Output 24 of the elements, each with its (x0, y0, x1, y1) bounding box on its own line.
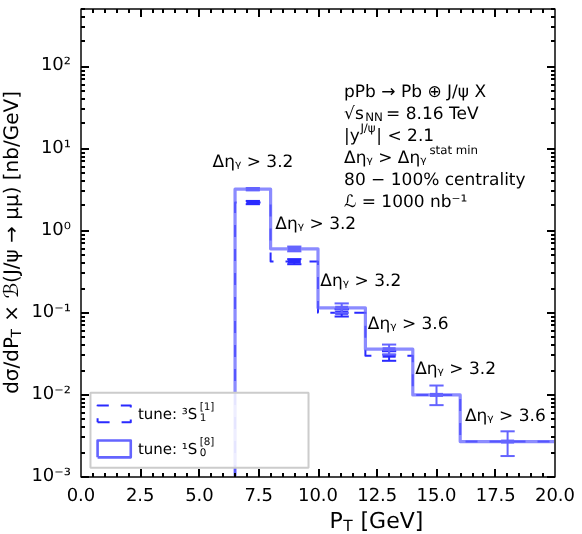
x-tick-label: 15.0 (416, 487, 458, 507)
x-tick-label: 2.5 (125, 487, 155, 507)
annotation: Δηᵧ > 3.6 (464, 407, 546, 428)
annotation: pPb → Pb ⊕ J/ψ X (344, 83, 487, 103)
annotation: Δηᵧ > 3.2 (275, 214, 357, 235)
annotation: 80 − 100% centrality (344, 171, 526, 191)
annotation: Δηᵧ > 3.6 (367, 315, 449, 336)
annotation: Δηᵧ > 3.2 (320, 272, 402, 293)
x-tick-label: 0.0 (66, 487, 96, 507)
y-tick-label: 10⁻³ (31, 467, 72, 487)
y-tick-label: 10⁻¹ (31, 302, 72, 323)
annotation: Δηᵧ > 3.2 (415, 359, 497, 380)
x-tick-label: 10.0 (297, 487, 339, 507)
y-tick-label: 10⁰ (40, 220, 72, 241)
x-tick-label: 20.0 (534, 487, 576, 507)
y-tick-label: 10¹ (40, 138, 72, 159)
x-tick-label: 17.5 (475, 487, 516, 507)
annotation: ℒ = 1000 nb⁻¹ (344, 193, 468, 213)
x-tick-label: 12.5 (357, 487, 398, 507)
x-tick-label: 5.0 (185, 487, 215, 507)
x-tick-label: 7.5 (244, 487, 274, 507)
annotation: Δηᵧ > 3.2 (212, 153, 294, 174)
y-tick-label: 10⁻² (31, 384, 72, 405)
y-tick-label: 10² (40, 56, 72, 77)
